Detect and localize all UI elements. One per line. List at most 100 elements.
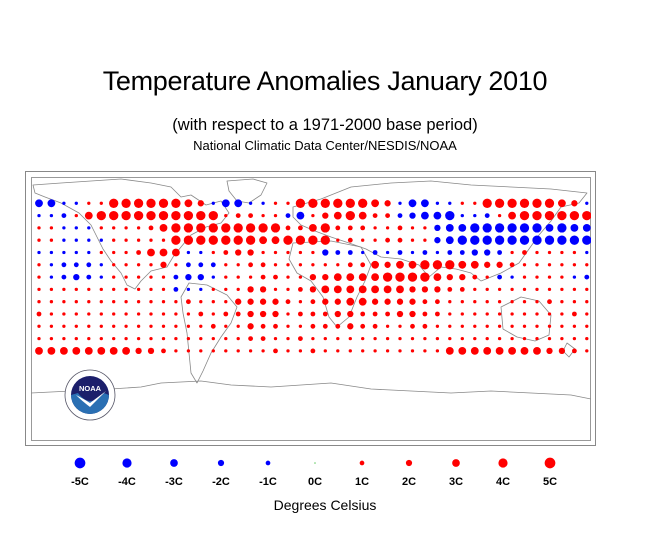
anomaly-dot [308,198,318,208]
anomaly-dot [47,347,56,355]
anomaly-dot [260,336,266,341]
anomaly-dot [519,223,530,233]
anomaly-dot [261,349,265,353]
anomaly-dot [309,273,317,281]
anomaly-dot [434,224,441,232]
anomaly-dot [522,300,527,304]
anomaly-dot [507,198,517,208]
anomaly-dot [572,311,577,317]
anomaly-dot [495,347,504,355]
anomaly-dot [497,213,502,218]
anomaly-dot [74,312,78,316]
anomaly-dot [258,223,268,233]
anomaly-dot [99,263,103,267]
anomaly-dot [473,300,477,304]
anomaly-dot [273,250,278,255]
anomaly-dot [348,349,352,353]
anomaly-dot [87,201,91,205]
anomaly-dot [259,310,267,318]
anomaly-dot [311,250,315,255]
anomaly-dot [199,324,203,328]
anomaly-dot [472,274,478,280]
anomaly-dot [49,287,54,292]
anomaly-dot [74,287,78,292]
anomaly-dot [560,275,564,279]
anomaly-dot [285,225,291,231]
anomaly-dot [535,300,539,304]
anomaly-dot [482,223,492,233]
anomaly-map [31,178,591,400]
anomaly-dot [248,336,254,341]
anomaly-dot [410,336,415,341]
anomaly-dot [435,324,440,328]
map-frame-outer [25,171,596,446]
anomaly-dot [270,223,281,233]
anomaly-dot [146,198,156,208]
anomaly-dot [510,324,514,328]
anomaly-dot [473,336,477,341]
legend-dot [314,462,316,464]
anomaly-dot [186,262,191,268]
anomaly-dot [186,349,191,353]
anomaly-dot [385,250,390,255]
anomaly-dot [248,201,253,205]
anomaly-dot [497,312,502,316]
anomaly-dot [496,261,503,268]
anomaly-dot [136,287,141,292]
anomaly-dot [497,287,502,292]
anomaly-dot [273,348,278,354]
anomaly-dot [286,275,290,279]
anomaly-dot [160,261,167,268]
anomaly-dot [336,238,340,242]
anomaly-dot [547,275,552,279]
anomaly-dot [445,347,454,355]
anomaly-dot [286,312,290,316]
anomaly-dot [309,286,317,293]
anomaly-dot [286,250,290,255]
anomaly-dot [161,312,166,316]
anomaly-dot [308,235,318,245]
anomaly-dot [398,201,402,205]
legend-label: 4C [495,476,511,488]
anomaly-dot [196,210,206,221]
anomaly-dot [422,311,428,317]
anomaly-dot [49,250,54,255]
anomaly-dot [507,235,517,245]
anomaly-dot [407,272,418,282]
anomaly-dot [296,211,305,220]
anomaly-dot [585,336,589,341]
anomaly-dot [310,323,316,329]
legend-dot [405,459,413,467]
anomaly-dot [582,235,591,245]
anomaly-dot [385,311,390,317]
anomaly-dot [535,336,539,341]
anomaly-dot [124,238,128,242]
anomaly-dot [99,287,103,292]
anomaly-dot [298,324,303,328]
anomaly-dot [460,201,464,205]
anomaly-dot [74,201,78,205]
anomaly-dot [298,263,303,267]
anomaly-dot [273,336,278,341]
anomaly-dot [286,263,290,267]
legend-marker [211,455,231,471]
anomaly-dot [96,210,106,221]
anomaly-dot [260,274,266,280]
anomaly-dot [62,250,66,255]
anomaly-dot [84,347,93,355]
anomaly-dot [271,236,280,245]
anomaly-dot [371,199,379,208]
noaa-logo-text: NOAA [79,384,102,393]
anomaly-dot [124,275,128,279]
anomaly-dot [74,250,78,255]
anomaly-dot [273,274,278,280]
anomaly-dot [458,347,467,355]
anomaly-dot [286,201,290,205]
anomaly-dot [520,347,529,355]
anomaly-dot [558,199,566,208]
anomaly-dot [321,285,330,294]
anomaly-dot [298,250,303,255]
anomaly-dot [560,250,564,255]
anomaly-dot [174,349,178,353]
anomaly-dot [199,349,203,353]
